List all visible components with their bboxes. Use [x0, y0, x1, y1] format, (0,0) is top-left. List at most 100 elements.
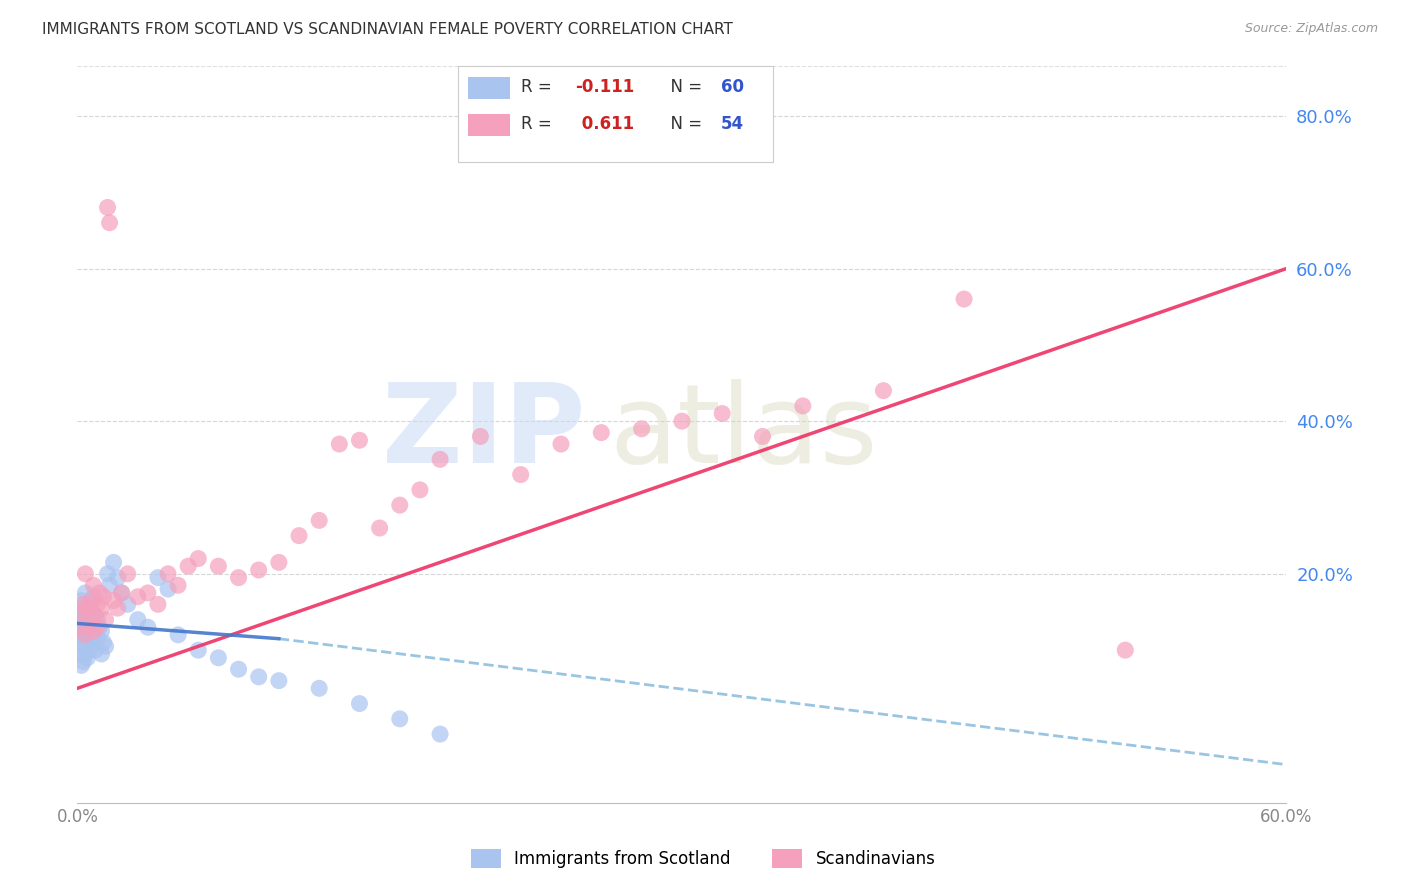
Point: [72, 640, 94, 654]
Point: [96, 566, 118, 581]
Point: [308, 513, 330, 527]
Point: [167, 628, 190, 642]
Text: 0.611: 0.611: [575, 115, 634, 133]
Point: [75, 586, 97, 600]
Point: [79, 598, 101, 612]
Point: [72, 605, 94, 619]
Point: [67, 635, 90, 649]
Point: [187, 643, 209, 657]
Point: [67, 613, 90, 627]
Point: [80, 635, 103, 649]
Text: N =: N =: [661, 115, 707, 133]
Point: [70, 608, 93, 623]
Point: [76, 620, 98, 634]
Point: [127, 590, 149, 604]
Point: [247, 670, 270, 684]
Point: [76, 601, 98, 615]
Point: [157, 566, 180, 581]
Point: [72, 613, 94, 627]
Point: [70, 658, 93, 673]
Point: [550, 437, 572, 451]
Point: [75, 566, 97, 581]
Point: [79, 613, 101, 627]
Point: [96, 201, 118, 215]
Point: [98, 216, 121, 230]
Point: [93, 635, 115, 649]
Point: [368, 521, 391, 535]
Point: [80, 593, 103, 607]
Point: [82, 624, 104, 638]
Point: [792, 399, 814, 413]
Point: [146, 598, 169, 612]
Point: [82, 628, 104, 642]
Point: [70, 593, 93, 607]
Point: [70, 605, 93, 619]
Point: [207, 559, 229, 574]
FancyBboxPatch shape: [468, 114, 510, 136]
Point: [84, 608, 107, 623]
Point: [429, 452, 451, 467]
Point: [409, 483, 432, 497]
Text: 54: 54: [721, 115, 744, 133]
Point: [308, 681, 330, 696]
Point: [70, 624, 93, 638]
Point: [157, 582, 180, 596]
Point: [72, 598, 94, 612]
Point: [711, 407, 734, 421]
Text: atlas: atlas: [609, 379, 877, 486]
Point: [349, 697, 371, 711]
Legend: Immigrants from Scotland, Scandinavians: Immigrants from Scotland, Scandinavians: [464, 842, 942, 875]
Point: [75, 628, 97, 642]
Point: [89, 620, 111, 634]
Point: [111, 586, 134, 600]
Point: [136, 586, 159, 600]
Point: [98, 578, 121, 592]
Point: [67, 620, 90, 634]
Point: [267, 555, 290, 569]
FancyBboxPatch shape: [458, 66, 773, 162]
Point: [82, 578, 104, 592]
Point: [429, 727, 451, 741]
Point: [228, 662, 250, 676]
Point: [90, 601, 112, 615]
Point: [75, 608, 97, 623]
Point: [84, 643, 107, 657]
Point: [70, 647, 93, 661]
Point: [630, 422, 652, 436]
Point: [107, 571, 129, 585]
Point: [872, 384, 894, 398]
Point: [388, 498, 411, 512]
Point: [84, 608, 107, 623]
Point: [94, 613, 117, 627]
Point: [671, 414, 693, 428]
Point: [67, 628, 90, 642]
Point: [136, 620, 159, 634]
Point: [1114, 643, 1136, 657]
Point: [86, 613, 108, 627]
Text: Source: ZipAtlas.com: Source: ZipAtlas.com: [1244, 22, 1378, 36]
Point: [67, 620, 90, 634]
Point: [79, 643, 101, 657]
Point: [76, 601, 98, 615]
Point: [93, 590, 115, 604]
Point: [509, 467, 531, 482]
Point: [751, 429, 773, 443]
Point: [288, 529, 311, 543]
Text: R =: R =: [522, 115, 557, 133]
Point: [76, 650, 98, 665]
Point: [75, 624, 97, 638]
Text: -0.111: -0.111: [575, 78, 634, 95]
Point: [67, 601, 90, 615]
Point: [187, 551, 209, 566]
Point: [86, 598, 108, 612]
Text: 60: 60: [721, 78, 744, 95]
Point: [75, 647, 97, 661]
Point: [103, 593, 125, 607]
Point: [207, 650, 229, 665]
Text: ZIP: ZIP: [382, 379, 585, 486]
Point: [328, 437, 350, 451]
Point: [103, 555, 125, 569]
Point: [72, 628, 94, 642]
Point: [267, 673, 290, 688]
Point: [72, 655, 94, 669]
